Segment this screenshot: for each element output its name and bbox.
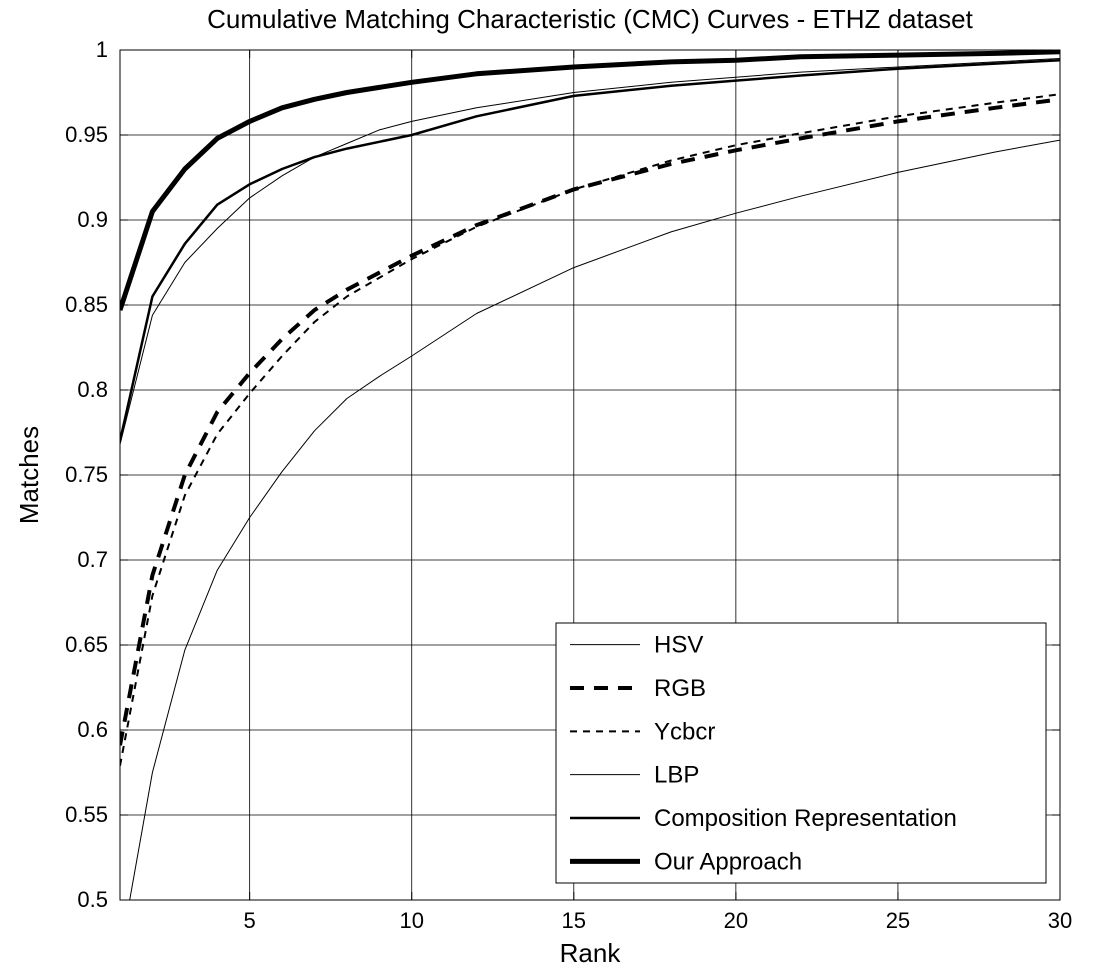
xtick-label: 15 bbox=[562, 908, 586, 933]
legend-label: LBP bbox=[654, 762, 699, 789]
ytick-label: 0.55 bbox=[65, 802, 108, 827]
ytick-label: 1 bbox=[96, 37, 108, 62]
ytick-label: 0.75 bbox=[65, 462, 108, 487]
y-axis-label: Matches bbox=[14, 426, 44, 524]
x-axis-label: Rank bbox=[560, 938, 622, 968]
ytick-label: 0.8 bbox=[77, 377, 108, 402]
ytick-label: 0.65 bbox=[65, 632, 108, 657]
xtick-label: 5 bbox=[244, 908, 256, 933]
ytick-label: 0.95 bbox=[65, 122, 108, 147]
ytick-label: 0.85 bbox=[65, 292, 108, 317]
legend-label: Composition Representation bbox=[654, 805, 957, 832]
legend-label: Our Approach bbox=[654, 848, 802, 875]
legend-box bbox=[556, 623, 1046, 883]
xtick-label: 25 bbox=[886, 908, 910, 933]
legend-label: Ycbcr bbox=[654, 718, 715, 745]
ytick-label: 0.9 bbox=[77, 207, 108, 232]
ytick-label: 0.6 bbox=[77, 717, 108, 742]
ytick-label: 0.5 bbox=[77, 887, 108, 912]
cmc-chart: Cumulative Matching Characteristic (CMC)… bbox=[0, 0, 1094, 975]
xtick-label: 20 bbox=[724, 908, 748, 933]
chart-title: Cumulative Matching Characteristic (CMC)… bbox=[207, 4, 974, 34]
legend-label: HSV bbox=[654, 632, 703, 659]
xtick-label: 10 bbox=[399, 908, 423, 933]
ytick-label: 0.7 bbox=[77, 547, 108, 572]
chart-svg: Cumulative Matching Characteristic (CMC)… bbox=[0, 0, 1094, 975]
xtick-label: 30 bbox=[1048, 908, 1072, 933]
legend-label: RGB bbox=[654, 675, 706, 702]
